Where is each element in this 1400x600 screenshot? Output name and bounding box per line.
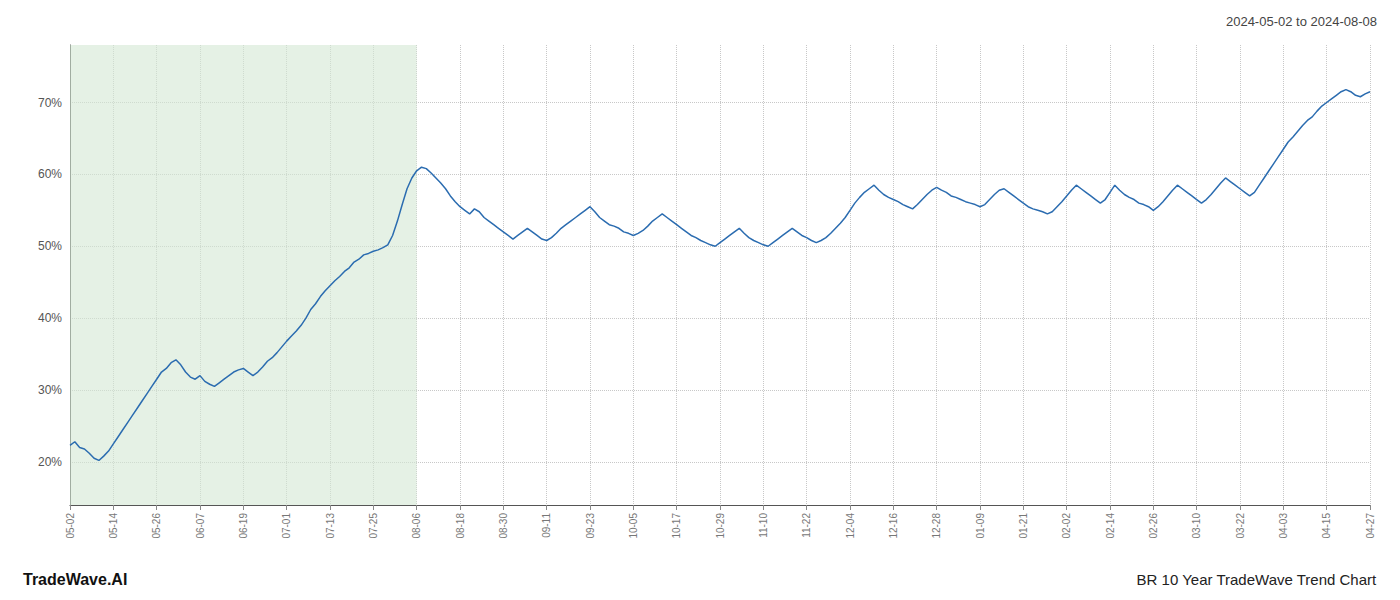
svg-text:08-30: 08-30 bbox=[498, 513, 509, 539]
svg-text:02-02: 02-02 bbox=[1061, 513, 1072, 539]
svg-text:06-19: 06-19 bbox=[238, 513, 249, 539]
svg-text:30%: 30% bbox=[38, 383, 62, 397]
svg-text:50%: 50% bbox=[38, 239, 62, 253]
svg-text:08-18: 08-18 bbox=[455, 513, 466, 539]
svg-text:05-14: 05-14 bbox=[108, 513, 119, 539]
svg-text:03-10: 03-10 bbox=[1191, 513, 1202, 539]
svg-text:12-28: 12-28 bbox=[931, 513, 942, 539]
svg-text:09-11: 09-11 bbox=[541, 513, 552, 538]
svg-text:07-13: 07-13 bbox=[325, 513, 336, 539]
svg-text:10-17: 10-17 bbox=[671, 513, 682, 539]
svg-text:05-26: 05-26 bbox=[151, 513, 162, 539]
svg-text:12-04: 12-04 bbox=[845, 513, 856, 539]
svg-text:2024-05-02 to 2024-08-08: 2024-05-02 to 2024-08-08 bbox=[1226, 14, 1377, 29]
svg-text:02-26: 02-26 bbox=[1148, 513, 1159, 539]
svg-text:04-27: 04-27 bbox=[1365, 513, 1376, 539]
svg-text:01-21: 01-21 bbox=[1018, 513, 1029, 539]
svg-text:07-25: 07-25 bbox=[368, 513, 379, 539]
svg-text:03-22: 03-22 bbox=[1235, 513, 1246, 539]
svg-text:40%: 40% bbox=[38, 311, 62, 325]
svg-text:04-15: 04-15 bbox=[1321, 513, 1332, 539]
svg-text:06-07: 06-07 bbox=[195, 513, 206, 539]
svg-text:10-05: 10-05 bbox=[628, 513, 639, 539]
svg-text:BR 10 Year TradeWave Trend Cha: BR 10 Year TradeWave Trend Chart bbox=[1137, 571, 1377, 588]
svg-text:04-03: 04-03 bbox=[1278, 513, 1289, 539]
svg-text:11-22: 11-22 bbox=[801, 513, 812, 538]
svg-text:07-01: 07-01 bbox=[281, 513, 292, 539]
svg-text:12-16: 12-16 bbox=[888, 513, 899, 539]
svg-text:60%: 60% bbox=[38, 167, 62, 181]
svg-text:02-14: 02-14 bbox=[1105, 513, 1116, 539]
svg-text:05-02: 05-02 bbox=[65, 513, 76, 539]
svg-text:11-10: 11-10 bbox=[758, 513, 769, 538]
svg-text:01-09: 01-09 bbox=[975, 513, 986, 539]
svg-text:09-23: 09-23 bbox=[585, 513, 596, 539]
svg-text:10-29: 10-29 bbox=[715, 513, 726, 539]
svg-text:70%: 70% bbox=[38, 96, 62, 110]
svg-text:TradeWave.AI: TradeWave.AI bbox=[23, 571, 127, 588]
svg-text:08-06: 08-06 bbox=[411, 513, 422, 539]
svg-text:20%: 20% bbox=[38, 455, 62, 469]
